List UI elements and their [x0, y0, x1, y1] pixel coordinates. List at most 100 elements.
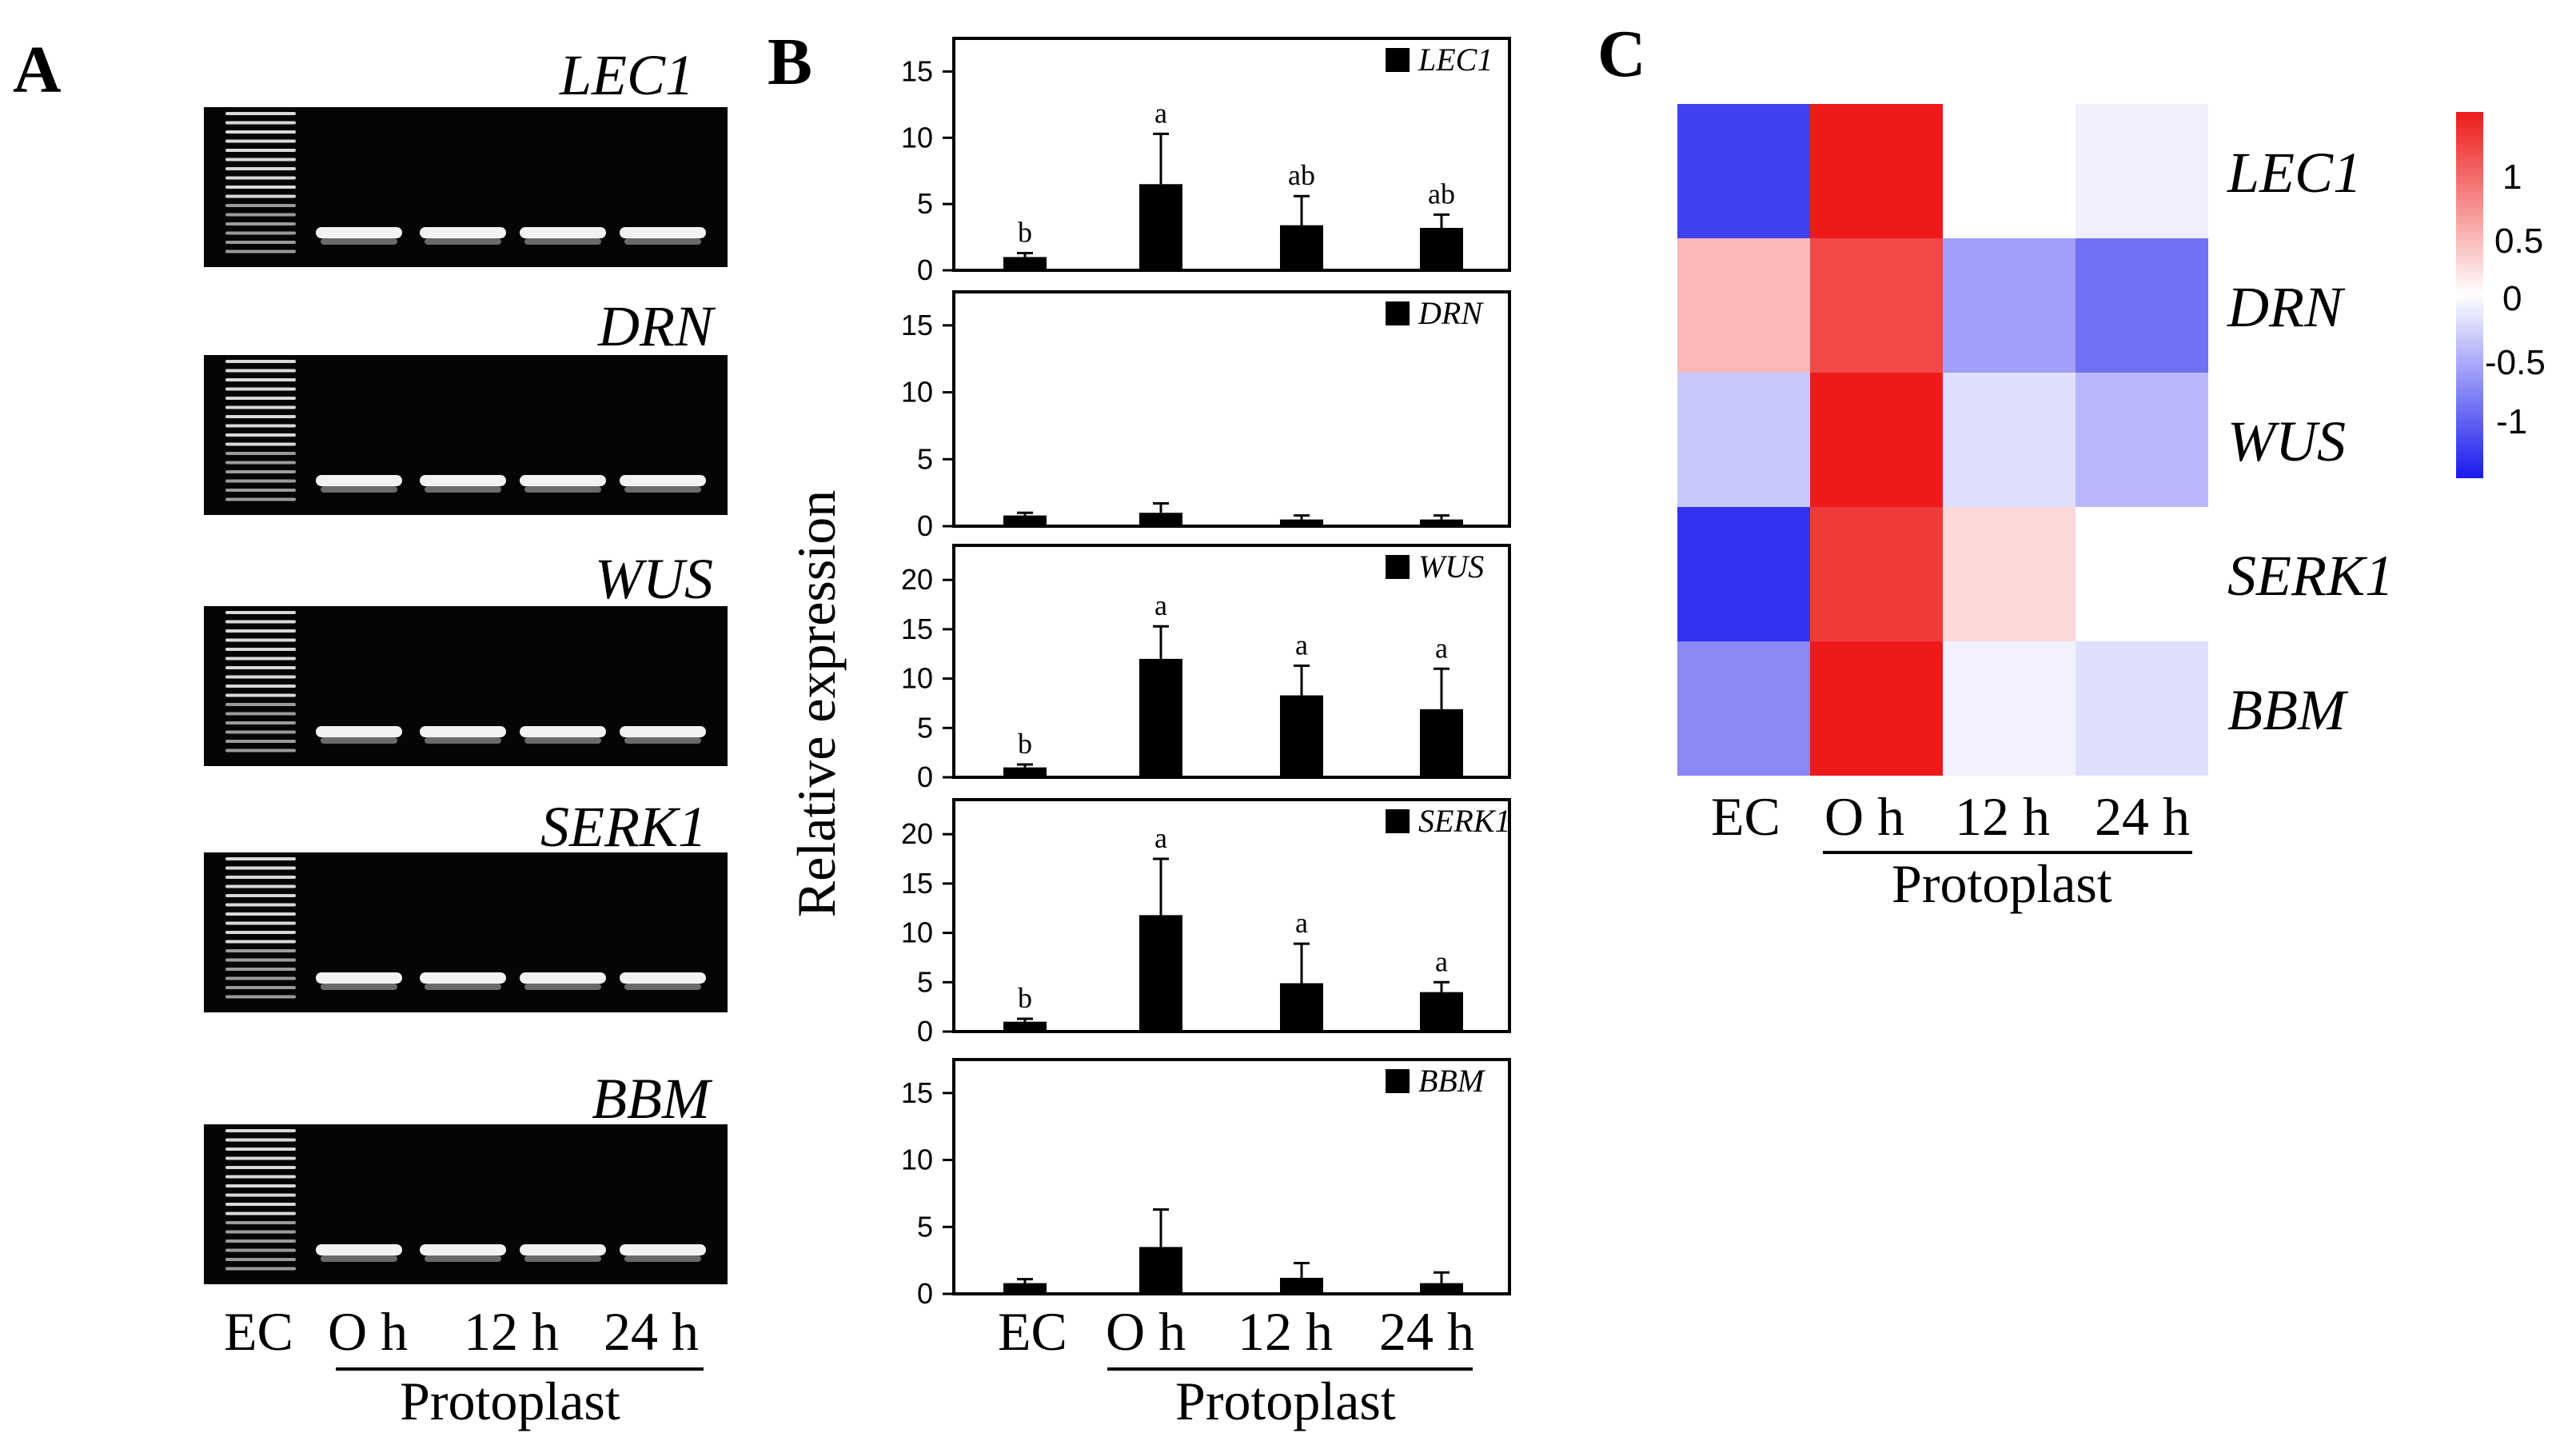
colorbar-tick-neg1: -1: [2496, 402, 2527, 441]
gel-band-drn-2: [520, 475, 606, 486]
bar-wus-3: [1420, 709, 1463, 777]
ladder-band: [225, 121, 296, 125]
bar-category-12h: 12 h: [1238, 1301, 1333, 1362]
bar-bbm-1: [1139, 1247, 1182, 1294]
y-tick-label: 5: [917, 187, 933, 220]
significance-label: a: [1435, 945, 1448, 977]
ladder-band: [225, 112, 296, 115]
bar-lec1-0: [1003, 257, 1047, 270]
heatmap-cell-drn-1: [1810, 238, 1943, 373]
significance-label: ab: [1288, 159, 1315, 191]
heatmap-row-label-serk1: SERK1: [2227, 544, 2394, 608]
gel-band-shadow: [321, 1255, 397, 1262]
gel-band-drn-0: [316, 475, 402, 486]
ladder-band: [225, 433, 296, 437]
ladder-band: [225, 452, 296, 455]
ladder-band: [225, 1148, 296, 1151]
ladder-band: [225, 1138, 296, 1142]
heatmap-row-label-bbm: BBM: [2227, 678, 2349, 742]
ladder-band: [225, 130, 296, 134]
significance-label: a: [1435, 632, 1448, 664]
significance-label: a: [1154, 589, 1167, 621]
y-tick-label: 0: [917, 1277, 933, 1310]
gel-band-lec1-1: [420, 227, 506, 238]
gel-band-lec1-2: [520, 227, 606, 238]
ladder-band: [225, 249, 296, 253]
legend-swatch: [1386, 301, 1410, 325]
gel-ladder-serk1: [225, 857, 296, 999]
gel-band-wus-2: [520, 726, 606, 737]
significance-label: b: [1018, 216, 1032, 248]
ladder-band: [225, 222, 296, 226]
ladder-band: [225, 748, 296, 752]
gel-band-shadow: [425, 486, 501, 493]
significance-label: a: [1154, 822, 1167, 854]
ladder-band: [225, 730, 296, 734]
y-tick-label: 20: [901, 563, 933, 596]
legend-swatch: [1386, 1069, 1410, 1093]
colorbar-tick-1: 1: [2502, 158, 2522, 197]
colorbar: [2456, 112, 2483, 478]
bar-category-ec: EC: [998, 1301, 1067, 1362]
ladder-band: [225, 712, 296, 716]
gel-band-drn-1: [420, 475, 506, 486]
ladder-band: [225, 369, 296, 373]
gel-band-shadow: [321, 737, 397, 744]
ladder-band: [225, 903, 296, 907]
ladder-band: [225, 231, 296, 235]
ladder-band: [225, 1230, 296, 1234]
y-tick-label: 0: [917, 253, 933, 286]
legend-label: DRN: [1418, 295, 1484, 331]
ladder-band: [225, 884, 296, 888]
gel-gene-label-wus: WUS: [595, 547, 713, 611]
heatmap-cell-lec1-0: [1677, 104, 1810, 238]
bar-bbm-2: [1280, 1277, 1323, 1294]
legend-swatch: [1386, 809, 1410, 833]
y-tick-label: 0: [917, 760, 933, 793]
panel-label-b: B: [768, 25, 812, 99]
bar-protoplast-label: Protoplast: [1175, 1371, 1396, 1431]
heatmap-col-12h: 12 h: [1955, 786, 2050, 847]
ladder-band: [225, 387, 296, 391]
ladder-band: [225, 405, 296, 409]
heatmap-row-label-lec1: LEC1: [2227, 141, 2362, 205]
ladder-band: [225, 213, 296, 217]
heatmap-cell-drn-2: [1943, 238, 2076, 373]
ladder-band: [225, 940, 296, 944]
heatmap-cell-wus-2: [1943, 373, 2076, 507]
bar-chart-drn: 0 5 10 15 DRN: [901, 290, 1511, 542]
gel-band-shadow: [624, 984, 701, 990]
panel-label-c: C: [1597, 17, 1646, 91]
gel-band-shadow: [321, 486, 397, 493]
ladder-band: [225, 666, 296, 669]
ladder-band: [225, 158, 296, 162]
bar-serk1-3: [1420, 992, 1463, 1032]
gel-band-serk1-0: [316, 972, 402, 984]
chart-frame: [952, 37, 1511, 272]
bar-chart-serk1: 0 5 10 15 20 b a a a SERK1: [901, 798, 1511, 1048]
y-tick-label: 0: [917, 1015, 933, 1048]
ladder-band: [225, 1248, 296, 1252]
bar-lec1-1: [1139, 184, 1182, 270]
ladder-band: [225, 894, 296, 897]
colorbar-tick-0.5: 0.5: [2494, 222, 2543, 261]
ladder-band: [225, 1129, 296, 1132]
ladder-band: [225, 958, 296, 962]
bar-category-24h: 24 h: [1379, 1301, 1474, 1362]
ladder-band: [225, 931, 296, 934]
ladder-band: [225, 693, 296, 697]
gel-band-shadow: [425, 737, 501, 744]
gel-band-bbm-3: [620, 1244, 706, 1255]
ladder-band: [225, 424, 296, 428]
gel-band-serk1-1: [420, 972, 506, 984]
ladder-band: [225, 620, 296, 624]
gel-ladder-lec1: [225, 112, 296, 253]
heatmap-cell-bbm-1: [1810, 641, 1943, 776]
bar-wus-2: [1280, 695, 1323, 777]
gel-band-shadow: [425, 1255, 501, 1262]
ladder-band: [225, 648, 296, 651]
gel-band-serk1-2: [520, 972, 606, 984]
gel-band-shadow: [524, 486, 601, 493]
y-tick-label: 5: [917, 1210, 933, 1243]
ladder-band: [225, 167, 296, 170]
